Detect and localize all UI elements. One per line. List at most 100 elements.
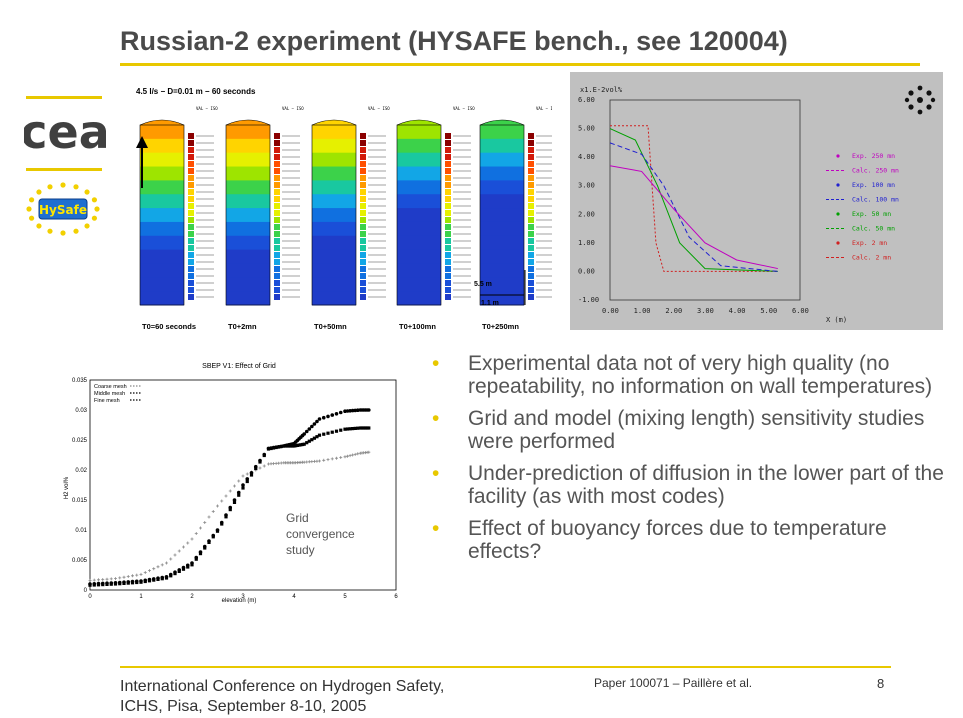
contour-band <box>480 153 524 167</box>
legend-swatch <box>360 245 366 251</box>
legend-swatch <box>188 266 194 272</box>
time-label: T0+100mn <box>399 322 436 331</box>
fine-mesh-point <box>160 576 164 580</box>
fine-mesh-point <box>224 513 228 517</box>
legend-swatch <box>360 259 366 265</box>
contour-band <box>480 236 524 250</box>
fine-mesh-point <box>126 580 130 584</box>
fine-mesh-point <box>169 573 173 577</box>
fine-mesh-point <box>186 564 190 568</box>
footer-conference-line2: ICHS, Pisa, September 8-10, 2005 <box>120 697 444 717</box>
contour-band <box>397 167 441 181</box>
legend-swatch <box>360 189 366 195</box>
legend-swatch <box>445 154 451 160</box>
legend-swatch <box>528 266 534 272</box>
hysafe-star <box>84 189 89 194</box>
fine-mesh-point <box>156 576 160 580</box>
fine-mesh-point <box>330 413 334 417</box>
contour-band <box>480 250 524 264</box>
slide-title: Russian-2 experiment (HYSAFE bench., see… <box>120 26 788 57</box>
legend-swatch <box>445 210 451 216</box>
hysafe-star <box>73 184 78 189</box>
contour-band <box>312 222 356 236</box>
profile-x-tick: 2.00 <box>665 307 682 315</box>
legend-swatch <box>528 133 534 139</box>
footer-conference-line1: International Conference on Hydrogen Saf… <box>120 677 444 697</box>
grid-y-tick: 0.02 <box>75 468 87 474</box>
contour-band <box>397 180 441 194</box>
contour-band <box>226 263 270 277</box>
contour-band <box>312 250 356 264</box>
contour-band <box>140 153 184 167</box>
legend-swatch <box>528 154 534 160</box>
fine-mesh-point <box>148 578 152 582</box>
footer-conference: International Conference on Hydrogen Saf… <box>120 677 444 717</box>
contour-band <box>226 236 270 250</box>
legend-swatch <box>188 182 194 188</box>
fine-mesh-point <box>322 416 326 420</box>
legend-swatch <box>274 287 280 293</box>
contour-band <box>226 277 270 291</box>
legend-swatch <box>528 252 534 258</box>
profile-y-tick: -1.00 <box>578 296 599 304</box>
fine-mesh-point <box>194 556 198 560</box>
legend-swatch <box>274 161 280 167</box>
contour-band <box>480 208 524 222</box>
simulation-contour-panel: 4.5 l/s − D=0.01 m − 60 seconds VAL − IS… <box>132 80 552 335</box>
profile-x-tick: 3.00 <box>697 307 714 315</box>
middle-mesh-point <box>241 486 244 489</box>
legend-swatch <box>360 238 366 244</box>
fine-mesh-point <box>367 408 371 412</box>
grid-y-tick: 0.01 <box>75 528 87 534</box>
legend-swatch <box>360 280 366 286</box>
legend-swatch <box>188 294 194 300</box>
legend-swatch <box>528 245 534 251</box>
hysafe-star <box>47 229 52 234</box>
legend-swatch <box>274 224 280 230</box>
legend-swatch <box>360 175 366 181</box>
contour-band <box>226 208 270 222</box>
middle-mesh-point <box>322 433 325 436</box>
fine-mesh-point <box>237 491 241 495</box>
grid-y-tick: 0.025 <box>72 438 88 444</box>
fine-mesh-point <box>220 521 224 525</box>
legend-title: VAL − ISO <box>282 106 304 111</box>
legend-swatch <box>360 287 366 293</box>
footer-paper-ref: Paper 100071 – Paillère et al. <box>594 676 752 690</box>
contour-band <box>140 291 184 305</box>
fine-mesh-point <box>143 579 147 583</box>
cea-logo-text: cea <box>24 108 106 158</box>
legend-swatch <box>445 161 451 167</box>
fine-mesh-point <box>131 580 135 584</box>
contour-band <box>226 291 270 305</box>
contour-band <box>312 208 356 222</box>
legend-swatch <box>360 154 366 160</box>
legend-swatch <box>445 203 451 209</box>
legend-swatch <box>188 147 194 153</box>
fine-mesh-point <box>339 411 343 415</box>
contour-band <box>397 222 441 236</box>
legend-swatch <box>445 182 451 188</box>
legend-swatch <box>445 294 451 300</box>
legend-swatch <box>274 196 280 202</box>
profile-y-tick: 5.00 <box>578 125 595 133</box>
hysafe-star <box>60 230 65 235</box>
legend-swatch <box>188 154 194 160</box>
contour-band <box>397 194 441 208</box>
grid-chart-ylabel: H2 vol% <box>64 476 70 499</box>
legend-swatch <box>188 252 194 258</box>
legend-swatch <box>360 252 366 258</box>
legend-label: Calc. 2 mn <box>852 254 891 262</box>
legend-marker <box>836 241 839 244</box>
legend-swatch <box>188 168 194 174</box>
grid-y-tick: 0.005 <box>72 558 88 564</box>
legend-swatch <box>360 140 366 146</box>
legend-swatch <box>528 238 534 244</box>
hysafe-star <box>84 223 89 228</box>
legend-swatch <box>188 217 194 223</box>
contour-band <box>140 263 184 277</box>
fine-mesh-point <box>190 561 194 565</box>
legend-swatch <box>274 140 280 146</box>
legend-swatch <box>360 161 366 167</box>
legend-title: VAL − ISO <box>368 106 390 111</box>
